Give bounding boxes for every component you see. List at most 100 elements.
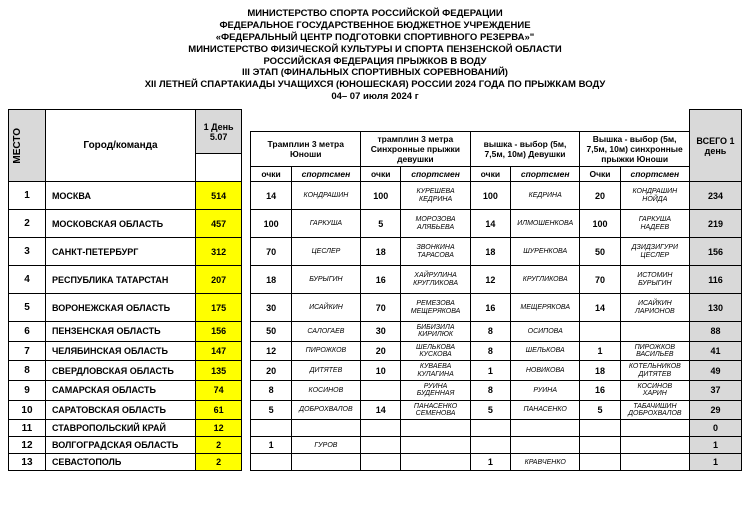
e1-pts: 100 [251,210,291,238]
team-name: СВЕРДЛОВСКАЯ ОБЛАСТЬ [45,361,195,381]
rank: 9 [9,381,46,401]
e2-ath: РЕМЕЗОВАМЕЩЕРЯКОВА [401,294,470,322]
team-name: САМАРСКАЯ ОБЛАСТЬ [45,381,195,401]
table-row: 7ЧЕЛЯБИНСКАЯ ОБЛАСТЬ14712ПИРОЖКОВ20ШЕЛЬК… [9,341,742,361]
gap [242,266,251,294]
table-row: 11СТАВРОПОЛЬСКИЙ КРАЙ120 [9,420,742,437]
rank: 1 [9,182,46,210]
total-score: 175 [196,294,242,322]
table-row: 2МОСКОВСКАЯ ОБЛАСТЬ457100ГАРКУША5МОРОЗОВ… [9,210,742,238]
table-row: 5ВОРОНЕЖСКАЯ ОБЛАСТЬ17530ИСАЙКИН70РЕМЕЗО… [9,294,742,322]
table-row: 1МОСКВА51414КОНДРАШИН100КУРЕШЕВАКЕДРИНА1… [9,182,742,210]
e4-pts: 20 [580,182,620,210]
gap [242,210,251,238]
e4-pts: 18 [580,361,620,381]
hdr-l7: XII ЛЕТНЕЙ СПАРТАКИАДЫ УЧАЩИХСЯ (ЮНОШЕСК… [8,79,742,91]
team-name: СТАВРОПОЛЬСКИЙ КРАЙ [45,420,195,437]
day-total: 41 [689,341,741,361]
e3-pts: 5 [470,400,510,420]
e4-pts [580,454,620,471]
e1-pts: 14 [251,182,291,210]
results-table: МЕСТО Город/команда 1 День 5.07 ВСЕГО 1 … [8,109,742,471]
hdr-l5: РОССИЙСКАЯ ФЕДЕРАЦИЯ ПРЫЖКОВ В ВОДУ [8,56,742,68]
e1-ath [291,454,360,471]
day-total: 1 [689,437,741,454]
table-row: 12ВОЛГОГРАДСКАЯ ОБЛАСТЬ21ГУРОВ1 [9,437,742,454]
e1-ath: ДОБРОХВАЛОВ [291,400,360,420]
rank: 13 [9,454,46,471]
e1-pts: 1 [251,437,291,454]
gap [242,381,251,401]
total-score: 74 [196,381,242,401]
e1-ath: ГУРОВ [291,437,360,454]
team-name: МОСКВА [45,182,195,210]
e2-pts [361,381,401,401]
total-score: 2 [196,437,242,454]
e3-pts: 14 [470,210,510,238]
e3-pts: 8 [470,381,510,401]
ev2-hdr: трамплин 3 метра Синхронные прыжки девуш… [361,132,471,167]
gap [242,322,251,342]
e2-pts: 30 [361,322,401,342]
e4-ath: КОНДРАШИННОЙДА [620,182,689,210]
ev3-hdr: вышка - выбор (5м, 7,5м, 10м) Девушки [470,132,580,167]
e2-ath: БИБИЗИЛАКИРИЛЮК [401,322,470,342]
rank: 7 [9,341,46,361]
rank: 11 [9,420,46,437]
ev1-ath: спортсмен [291,167,360,182]
team-name: ЧЕЛЯБИНСКАЯ ОБЛАСТЬ [45,341,195,361]
day-total: 0 [689,420,741,437]
e1-ath: САЛОГАЕВ [291,322,360,342]
gap [242,420,251,437]
e4-pts [580,420,620,437]
e3-pts: 100 [470,182,510,210]
e2-ath: ХАЙРУЛИНАКРУГЛИКОВА [401,266,470,294]
e2-pts: 100 [361,182,401,210]
e4-ath [620,454,689,471]
day-total: 116 [689,266,741,294]
total-score: 135 [196,361,242,381]
e4-ath: ИСТОМИНБУРЫГИН [620,266,689,294]
e2-ath: КУВАЕВАКУЛАГИНА [401,361,470,381]
e1-ath: КОСИНОВ [291,381,360,401]
hdr-l4: МИНИСТЕРСТВО ФИЗИЧЕСКОЙ КУЛЬТУРЫ И СПОРТ… [8,44,742,56]
ev1-pts: очки [251,167,291,182]
hdr-l8: 04– 07 июля 2024 г [8,91,742,103]
day-total: 88 [689,322,741,342]
hdr-l2: ФЕДЕРАЛЬНОЕ ГОСУДАРСТВЕННОЕ БЮДЖЕТНОЕ УЧ… [8,20,742,32]
ev1-hdr: Трамплин 3 метра Юноши [251,132,361,167]
team-name: ПЕНЗЕНСКАЯ ОБЛАСТЬ [45,322,195,342]
hdr-l1: МИНИСТЕРСТВО СПОРТА РОССИЙСКОЙ ФЕДЕРАЦИИ [8,8,742,20]
e2-pts: 70 [361,294,401,322]
score-blank [196,154,242,182]
day-total: 156 [689,238,741,266]
table-row: 8СВЕРДЛОВСКАЯ ОБЛАСТЬ13520ДИТЯТЕВ10КУВАЕ… [9,361,742,381]
e3-ath: КЕДРИНА [511,182,580,210]
table-row: 4РЕСПУБЛИКА ТАТАРСТАН20718БУРЫГИН16ХАЙРУ… [9,266,742,294]
e2-pts [361,454,401,471]
total-score: 2 [196,454,242,471]
e3-pts: 8 [470,341,510,361]
total-score: 207 [196,266,242,294]
e4-ath: ПИРОЖКОВВАСИЛЬЕВ [620,341,689,361]
day-total: 49 [689,361,741,381]
e2-ath [401,454,470,471]
e1-ath: КОНДРАШИН [291,182,360,210]
e1-pts: 5 [251,400,291,420]
e1-ath: ГАРКУША [291,210,360,238]
e4-pts: 50 [580,238,620,266]
e4-ath: КОТЕЛЬНИКОВДИТЯТЕВ [620,361,689,381]
hdr-l3: «ФЕДЕРАЛЬНЫЙ ЦЕНТР ПОДГОТОВКИ СПОРТИВНОГ… [8,32,742,44]
e4-ath [620,437,689,454]
team-name: СЕВАСТОПОЛЬ [45,454,195,471]
e3-ath: ШУРЕНКОВА [511,238,580,266]
ev4-pts2: Очки [580,167,620,182]
e1-ath [291,420,360,437]
table-row: 3САНКТ-ПЕТЕРБУРГ31270ЦЕСЛЕР18ЗВОНКИНАТАР… [9,238,742,266]
gap-col [242,110,251,182]
total-score: 312 [196,238,242,266]
e4-pts: 5 [580,400,620,420]
e3-ath: ШЕЛЬКОВА [511,341,580,361]
e1-pts: 18 [251,266,291,294]
total-score: 514 [196,182,242,210]
